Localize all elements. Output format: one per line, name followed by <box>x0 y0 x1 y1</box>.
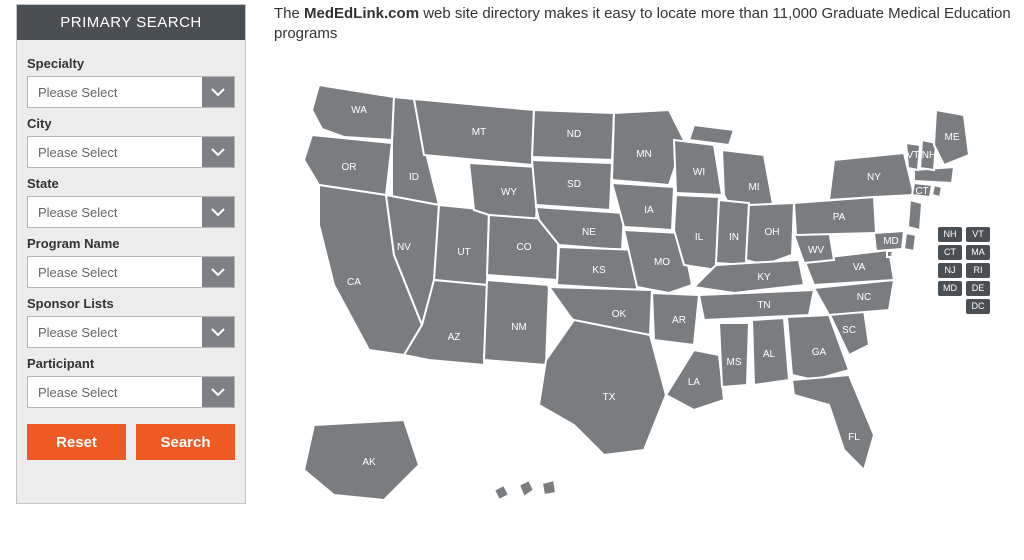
state-box-ma[interactable]: MA <box>966 245 990 260</box>
select-specialty-value: Please Select <box>28 77 202 107</box>
label-participant: Participant <box>27 356 235 371</box>
state-box-dc[interactable]: DC <box>966 299 990 314</box>
state-mt[interactable] <box>414 99 534 165</box>
state-pa[interactable] <box>794 197 876 235</box>
select-state[interactable]: Please Select <box>27 196 235 228</box>
state-md[interactable] <box>874 231 904 251</box>
state-oh[interactable] <box>746 203 794 265</box>
state-ri[interactable] <box>932 185 942 197</box>
state-ct[interactable] <box>912 183 932 197</box>
state-box-nh[interactable]: NH <box>938 227 962 242</box>
chevron-down-icon <box>202 257 234 287</box>
state-box-de[interactable]: DE <box>966 281 990 296</box>
select-program-name[interactable]: Please Select <box>27 256 235 288</box>
state-wa[interactable] <box>312 85 394 140</box>
chevron-down-icon <box>202 197 234 227</box>
state-tn[interactable] <box>699 290 814 320</box>
state-ks[interactable] <box>557 247 639 290</box>
intro-pre: The <box>274 5 304 22</box>
primary-search-panel: PRIMARY SEARCH Specialty Please Select C… <box>16 4 246 504</box>
state-sd[interactable] <box>532 160 612 210</box>
state-or[interactable] <box>304 135 392 195</box>
button-row: Reset Search <box>27 424 235 460</box>
primary-search-title: PRIMARY SEARCH <box>17 5 245 40</box>
state-box-vt[interactable]: VT <box>966 227 990 242</box>
state-la[interactable] <box>666 350 724 410</box>
state-box-ct[interactable]: CT <box>938 245 962 260</box>
select-city-value: Please Select <box>28 137 202 167</box>
select-specialty[interactable]: Please Select <box>27 76 235 108</box>
state-nd[interactable] <box>532 110 614 160</box>
chevron-down-icon <box>202 137 234 167</box>
state-box-nj[interactable]: NJ <box>938 263 962 278</box>
chevron-down-icon <box>202 317 234 347</box>
state-hi[interactable] <box>494 480 556 500</box>
state-in[interactable] <box>716 200 749 265</box>
intro-text: The MedEdLink.com web site directory mak… <box>274 4 1016 45</box>
reset-button[interactable]: Reset <box>27 424 126 460</box>
select-participant-value: Please Select <box>28 377 202 407</box>
select-program-name-value: Please Select <box>28 257 202 287</box>
state-box-ri[interactable]: RI <box>966 263 990 278</box>
state-nj[interactable] <box>908 200 922 230</box>
us-map: WA OR ID CA NV UT AZ MT WY CO NM ND <box>274 55 994 525</box>
select-participant[interactable]: Please Select <box>27 376 235 408</box>
state-wi[interactable] <box>674 140 722 195</box>
chevron-down-icon <box>202 77 234 107</box>
state-tx[interactable] <box>539 320 666 455</box>
intro-bold: MedEdLink.com <box>304 5 419 22</box>
select-city[interactable]: Please Select <box>27 136 235 168</box>
state-ak[interactable] <box>304 420 419 500</box>
state-ar[interactable] <box>652 293 699 345</box>
state-wy[interactable] <box>469 163 539 220</box>
select-state-value: Please Select <box>28 197 202 227</box>
search-form: Specialty Please Select City Please Sele… <box>17 40 245 474</box>
label-sponsor-lists: Sponsor Lists <box>27 296 235 311</box>
state-fl[interactable] <box>792 375 874 470</box>
state-ut[interactable] <box>434 205 489 285</box>
label-program-name: Program Name <box>27 236 235 251</box>
state-box-md[interactable]: MD <box>938 281 962 296</box>
label-state: State <box>27 176 235 191</box>
label-city: City <box>27 116 235 131</box>
select-sponsor-lists[interactable]: Please Select <box>27 316 235 348</box>
chevron-down-icon <box>202 377 234 407</box>
state-vt[interactable] <box>906 143 920 170</box>
state-mn[interactable] <box>612 110 684 185</box>
state-nm[interactable] <box>484 280 549 365</box>
state-al[interactable] <box>752 318 789 385</box>
state-ms[interactable] <box>719 323 749 387</box>
search-button[interactable]: Search <box>136 424 235 460</box>
state-ny[interactable] <box>829 153 914 200</box>
main-content: The MedEdLink.com web site directory mak… <box>246 4 1016 552</box>
label-specialty: Specialty <box>27 56 235 71</box>
state-de[interactable] <box>904 233 916 251</box>
state-me[interactable] <box>934 110 969 165</box>
select-sponsor-lists-value: Please Select <box>28 317 202 347</box>
state-dc[interactable] <box>887 251 893 257</box>
